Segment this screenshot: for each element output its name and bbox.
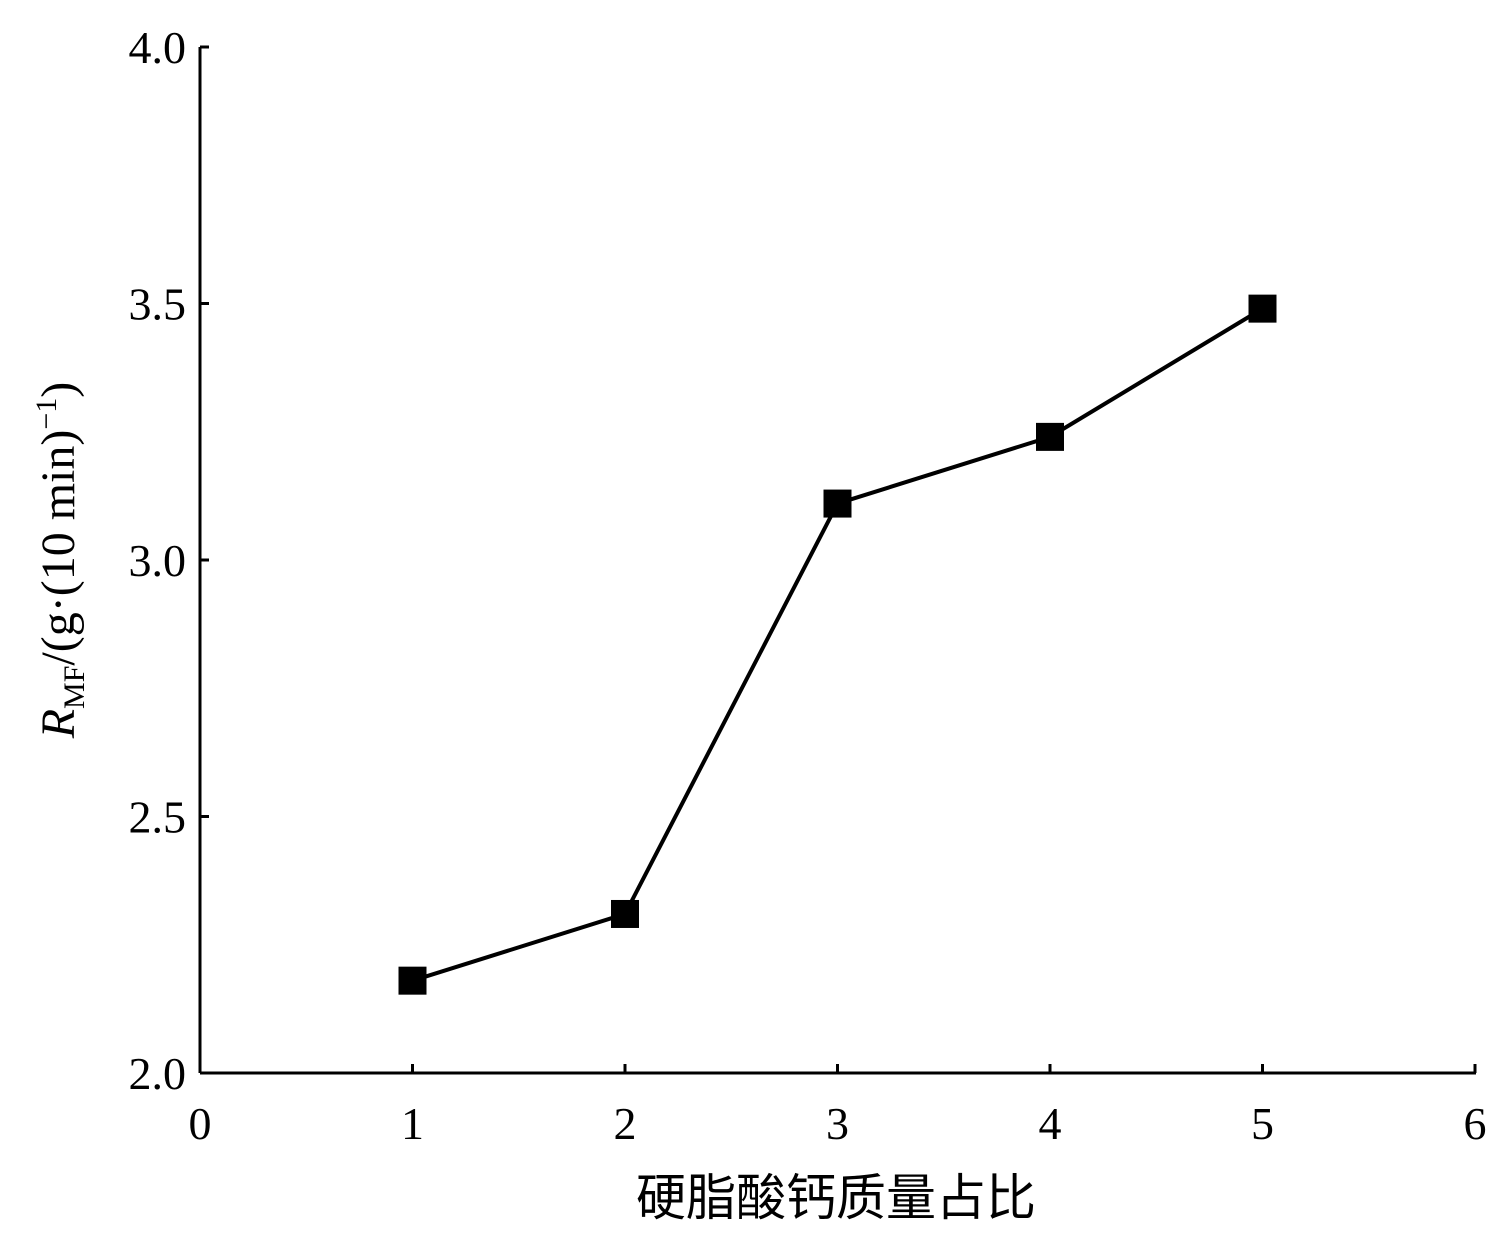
x-axis-label: 硬脂酸钙质量占比 [636,1170,1036,1226]
x-tick-label: 2 [614,1098,637,1149]
y-label-superscript: −1 [30,398,63,430]
y-tick-label: 3.5 [129,279,187,330]
x-tick-label: 4 [1039,1098,1062,1149]
y-label-close: ) [32,382,85,398]
y-tick-label: 2.0 [129,1048,187,1099]
y-label-symbol: R [32,709,85,739]
y-tick-label: 3.0 [129,535,187,586]
data-marker [611,899,639,928]
y-axis-label: RMF/(g·(10 min)−1) [30,382,91,740]
x-tick-label: 6 [1464,1098,1487,1149]
y-tick-label: 4.0 [129,22,187,73]
data-marker [823,489,852,518]
data-marker [1036,422,1064,451]
y-label-subscript: MF [58,666,91,709]
x-tick-label: 1 [401,1098,424,1149]
data-marker [398,966,427,995]
series-line [411,306,1264,983]
x-tick-label: 5 [1251,1098,1274,1149]
data-marker [1248,294,1277,323]
y-tick-label: 2.5 [129,792,187,843]
x-tick-label: 0 [189,1098,212,1149]
x-tick-label: 3 [826,1098,849,1149]
y-label-unit: /(g·(10 min) [32,430,85,666]
